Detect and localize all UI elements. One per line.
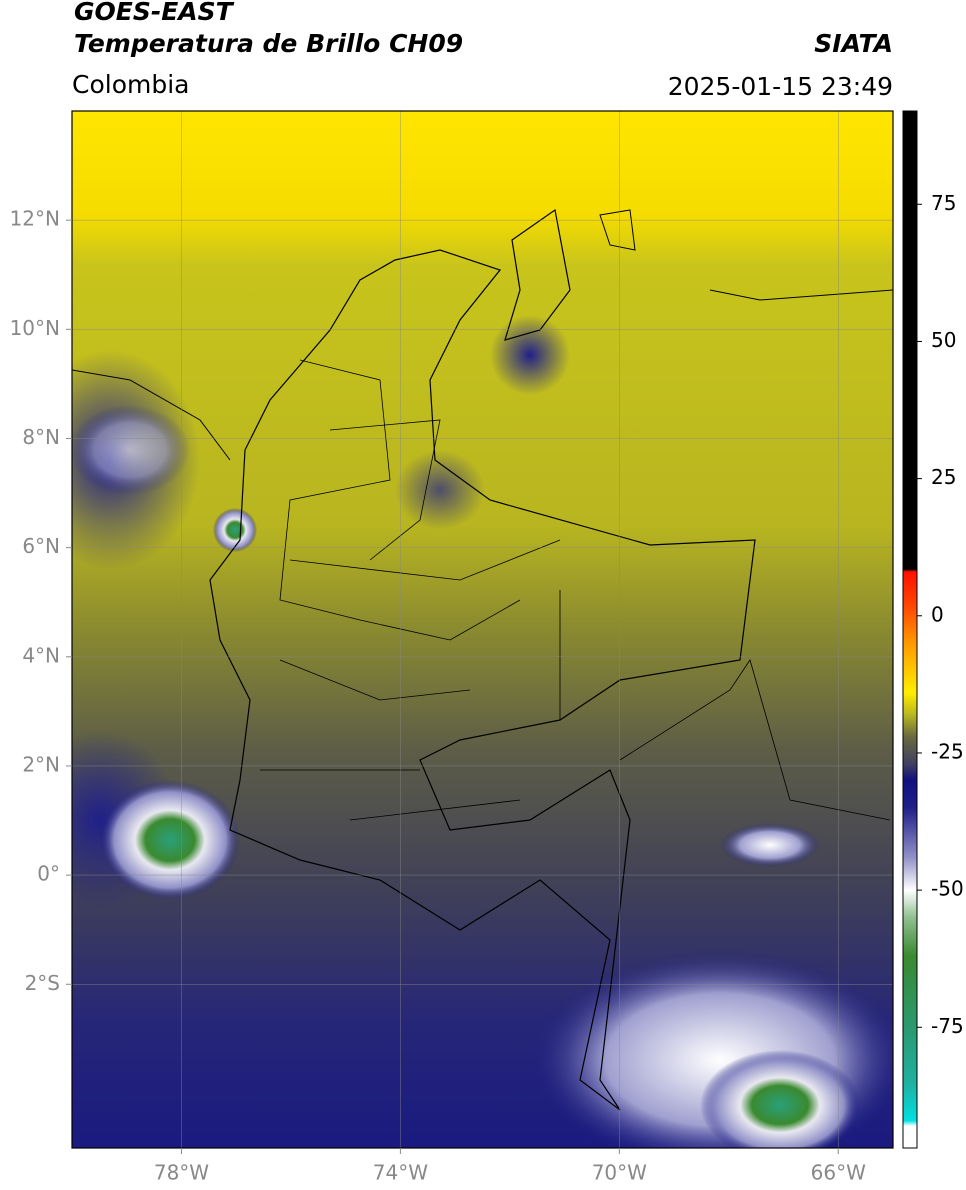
coastline <box>72 209 893 461</box>
graticule <box>72 111 893 1148</box>
colorbar <box>902 110 918 1149</box>
colorbar-tick-label: -25 <box>931 739 964 763</box>
x-tick-label: 78°W <box>154 1161 209 1185</box>
region: Colombia <box>72 70 189 99</box>
cloud <box>72 405 190 495</box>
colorbar-tick-label: 75 <box>931 191 956 215</box>
cloud <box>490 315 570 395</box>
colorbar-tick-label: 50 <box>931 328 956 352</box>
colorbar-tick-label: 0 <box>931 602 944 626</box>
borders <box>209 208 756 1111</box>
y-tick-label: 4°N <box>22 643 60 667</box>
y-tick-label: 6°N <box>22 534 60 558</box>
y-tick-label: 2°S <box>25 971 60 995</box>
departments <box>260 359 891 821</box>
storm <box>213 508 257 552</box>
title: Temperatura de Brillo CH09 <box>74 29 463 58</box>
y-tick-label: 12°N <box>10 207 60 231</box>
imagery <box>72 111 893 1148</box>
x-tick-label: 66°W <box>811 1161 866 1185</box>
cloud <box>395 450 485 530</box>
x-tick-label: 74°W <box>373 1161 428 1185</box>
x-tick-label: 70°W <box>592 1161 647 1185</box>
y-tick-label: 10°N <box>10 316 60 340</box>
map-frame <box>71 110 894 1149</box>
storm <box>700 1050 860 1148</box>
timestamp: 2025-01-15 23:49 <box>668 72 893 101</box>
y-tick-label: 2°N <box>22 752 60 776</box>
source: SIATA <box>814 29 893 58</box>
y-tick-label: 8°N <box>22 425 60 449</box>
colorbar-tick-label: 25 <box>931 465 956 489</box>
colorbar-tick-label: -75 <box>931 1014 964 1038</box>
cloud <box>720 823 820 867</box>
y-tick-label: 0° <box>37 862 60 886</box>
colorbar-tick-label: -50 <box>931 877 964 901</box>
storm <box>100 780 240 900</box>
title: GOES-EAST <box>74 0 235 26</box>
